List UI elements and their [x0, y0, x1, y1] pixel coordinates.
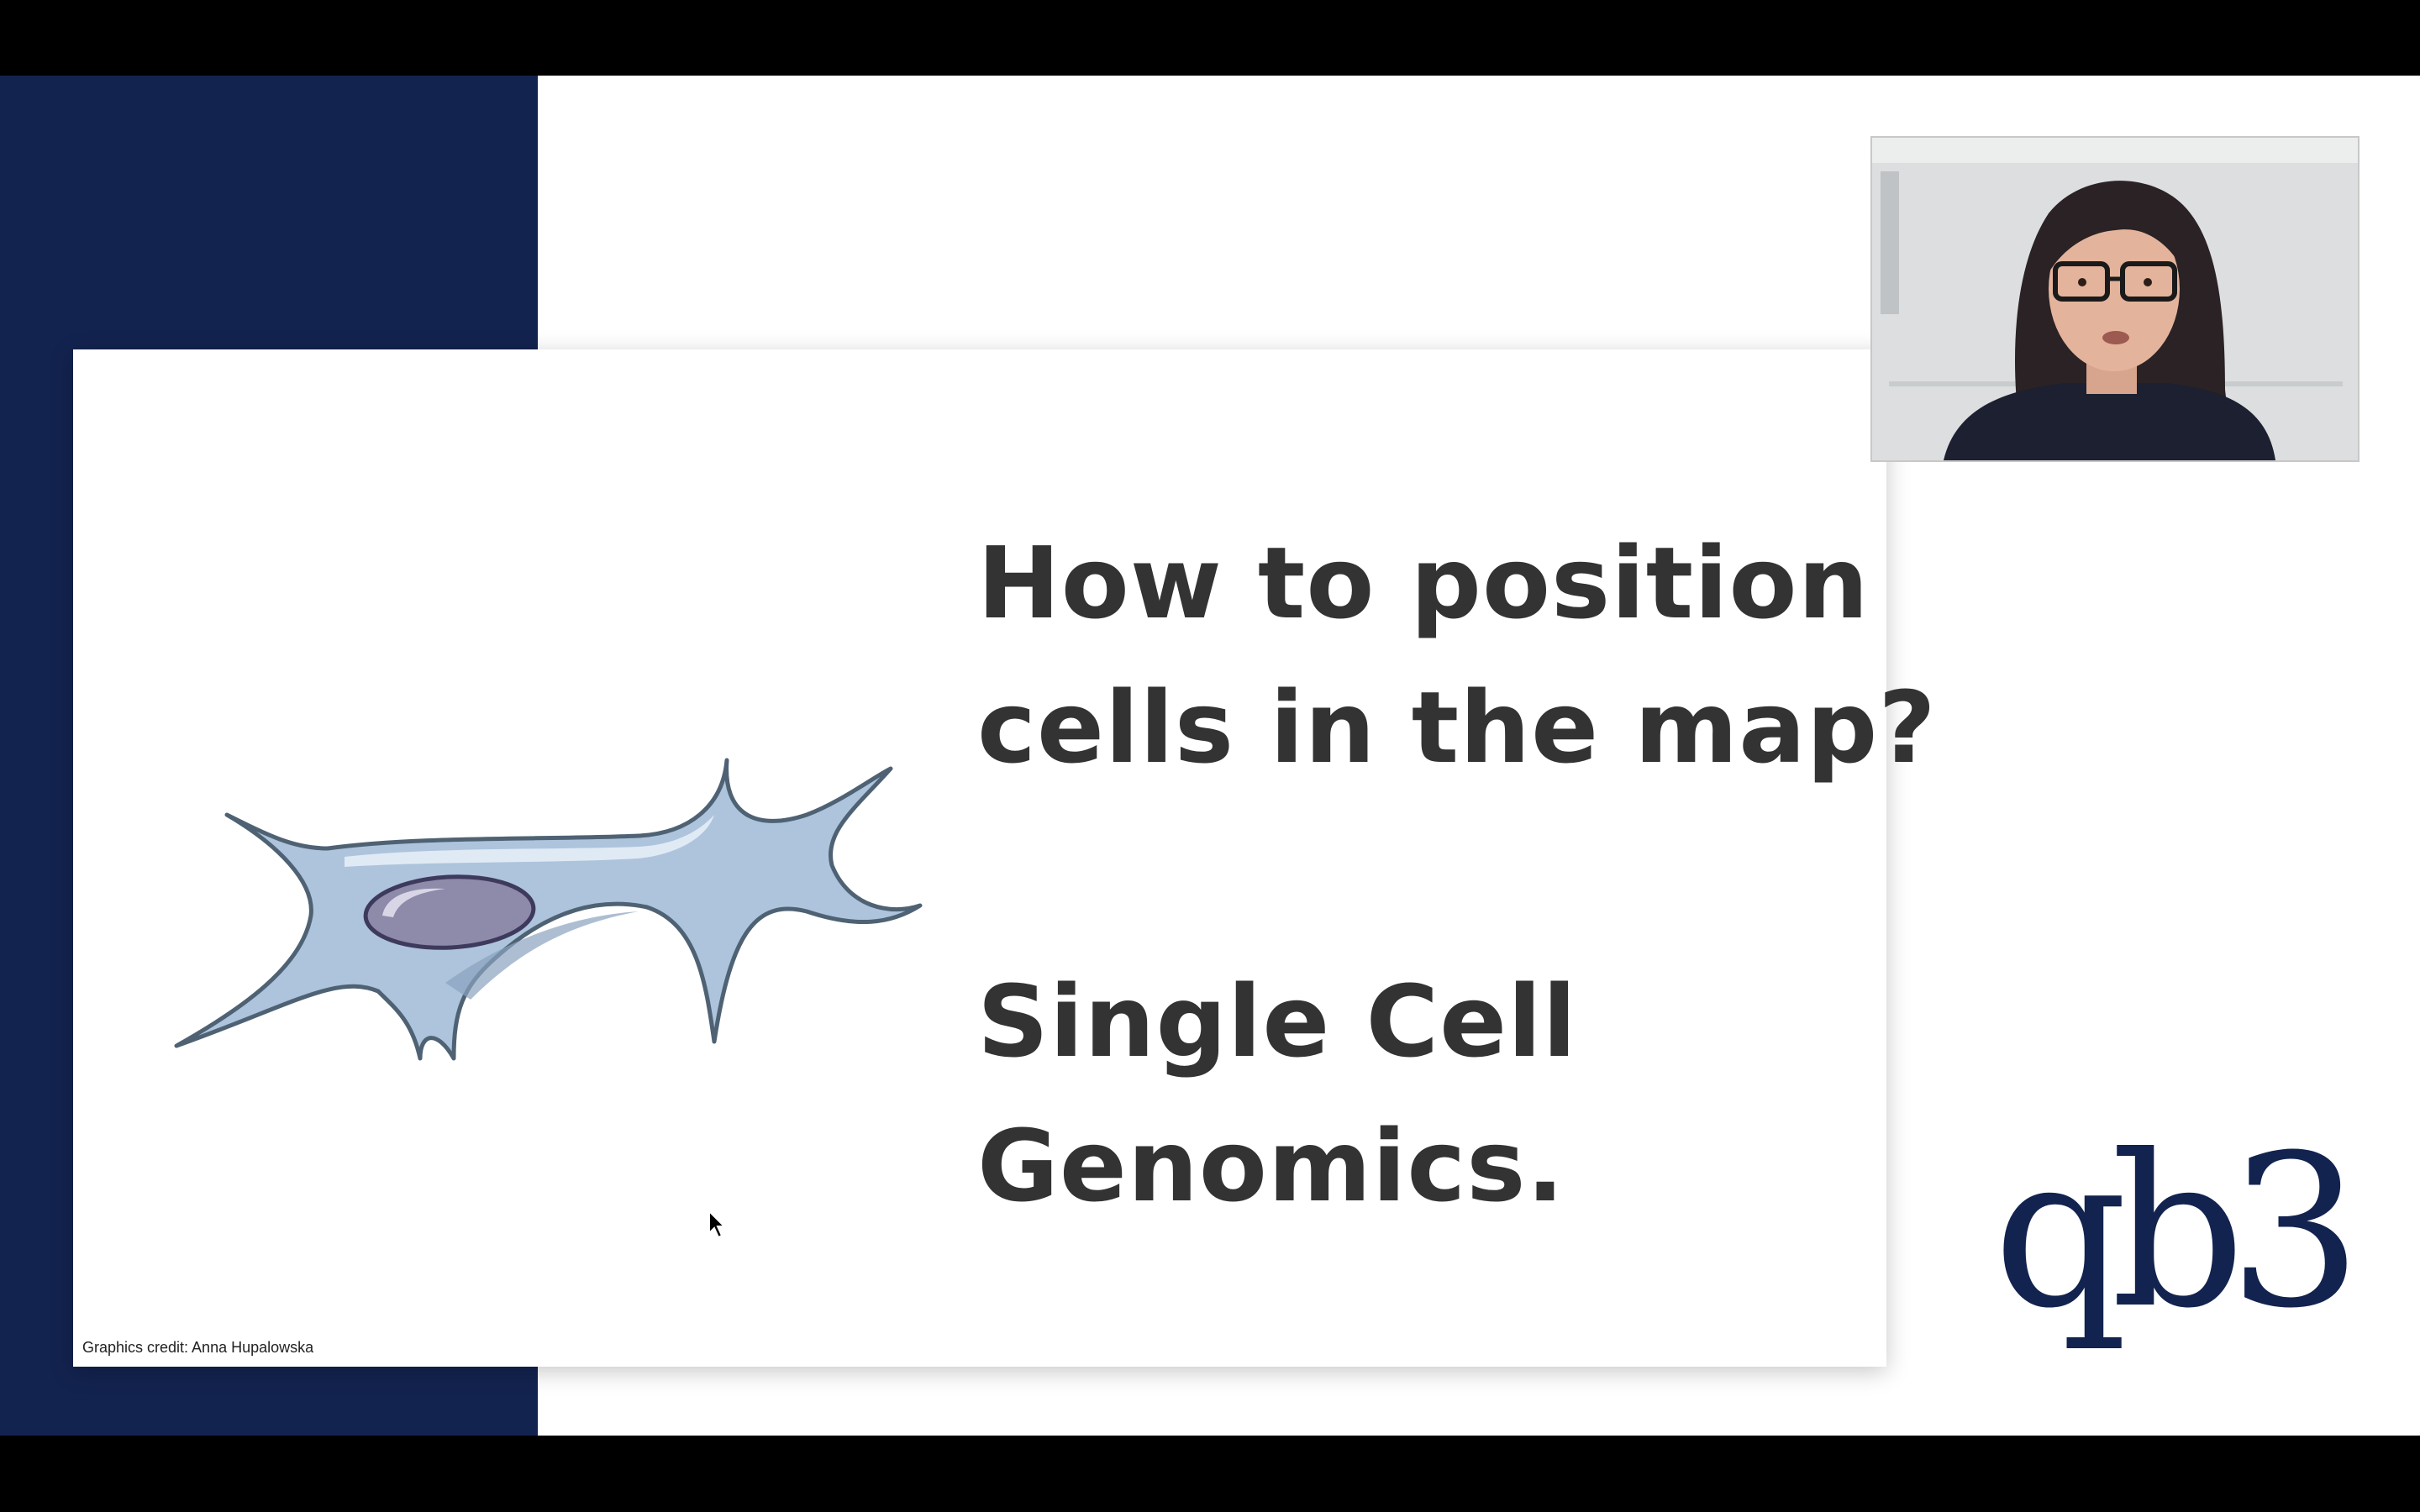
presenter-video-frame: [1872, 138, 2358, 460]
cell-body: [174, 758, 923, 1061]
slide-subtitle: Single Cell Genomics.: [977, 949, 1868, 1238]
slide-title-line-2: cells in the map?: [977, 669, 1937, 785]
slide-subtitle-line-1: Single Cell: [977, 963, 1577, 1079]
cell-shade: [445, 911, 639, 1000]
letterbox-bottom: [0, 1436, 2420, 1512]
slide-title-line-1: How to position: [977, 525, 1870, 641]
slide-title: How to position cells in the map?: [977, 511, 1937, 800]
graphics-credit: Graphics credit: Anna Hupalowska: [82, 1339, 314, 1356]
slide-subtitle-line-2: Genomics.: [977, 1108, 1565, 1224]
mouse-pointer-icon: [708, 1210, 727, 1239]
nucleus-highlight: [382, 888, 445, 917]
cell-illustration: [174, 758, 923, 1061]
presenter-video[interactable]: [1870, 136, 2360, 462]
cell-highlight: [345, 815, 714, 867]
letterbox-top: [0, 0, 2420, 76]
qb3-logo: qb3: [1993, 1110, 2362, 1354]
